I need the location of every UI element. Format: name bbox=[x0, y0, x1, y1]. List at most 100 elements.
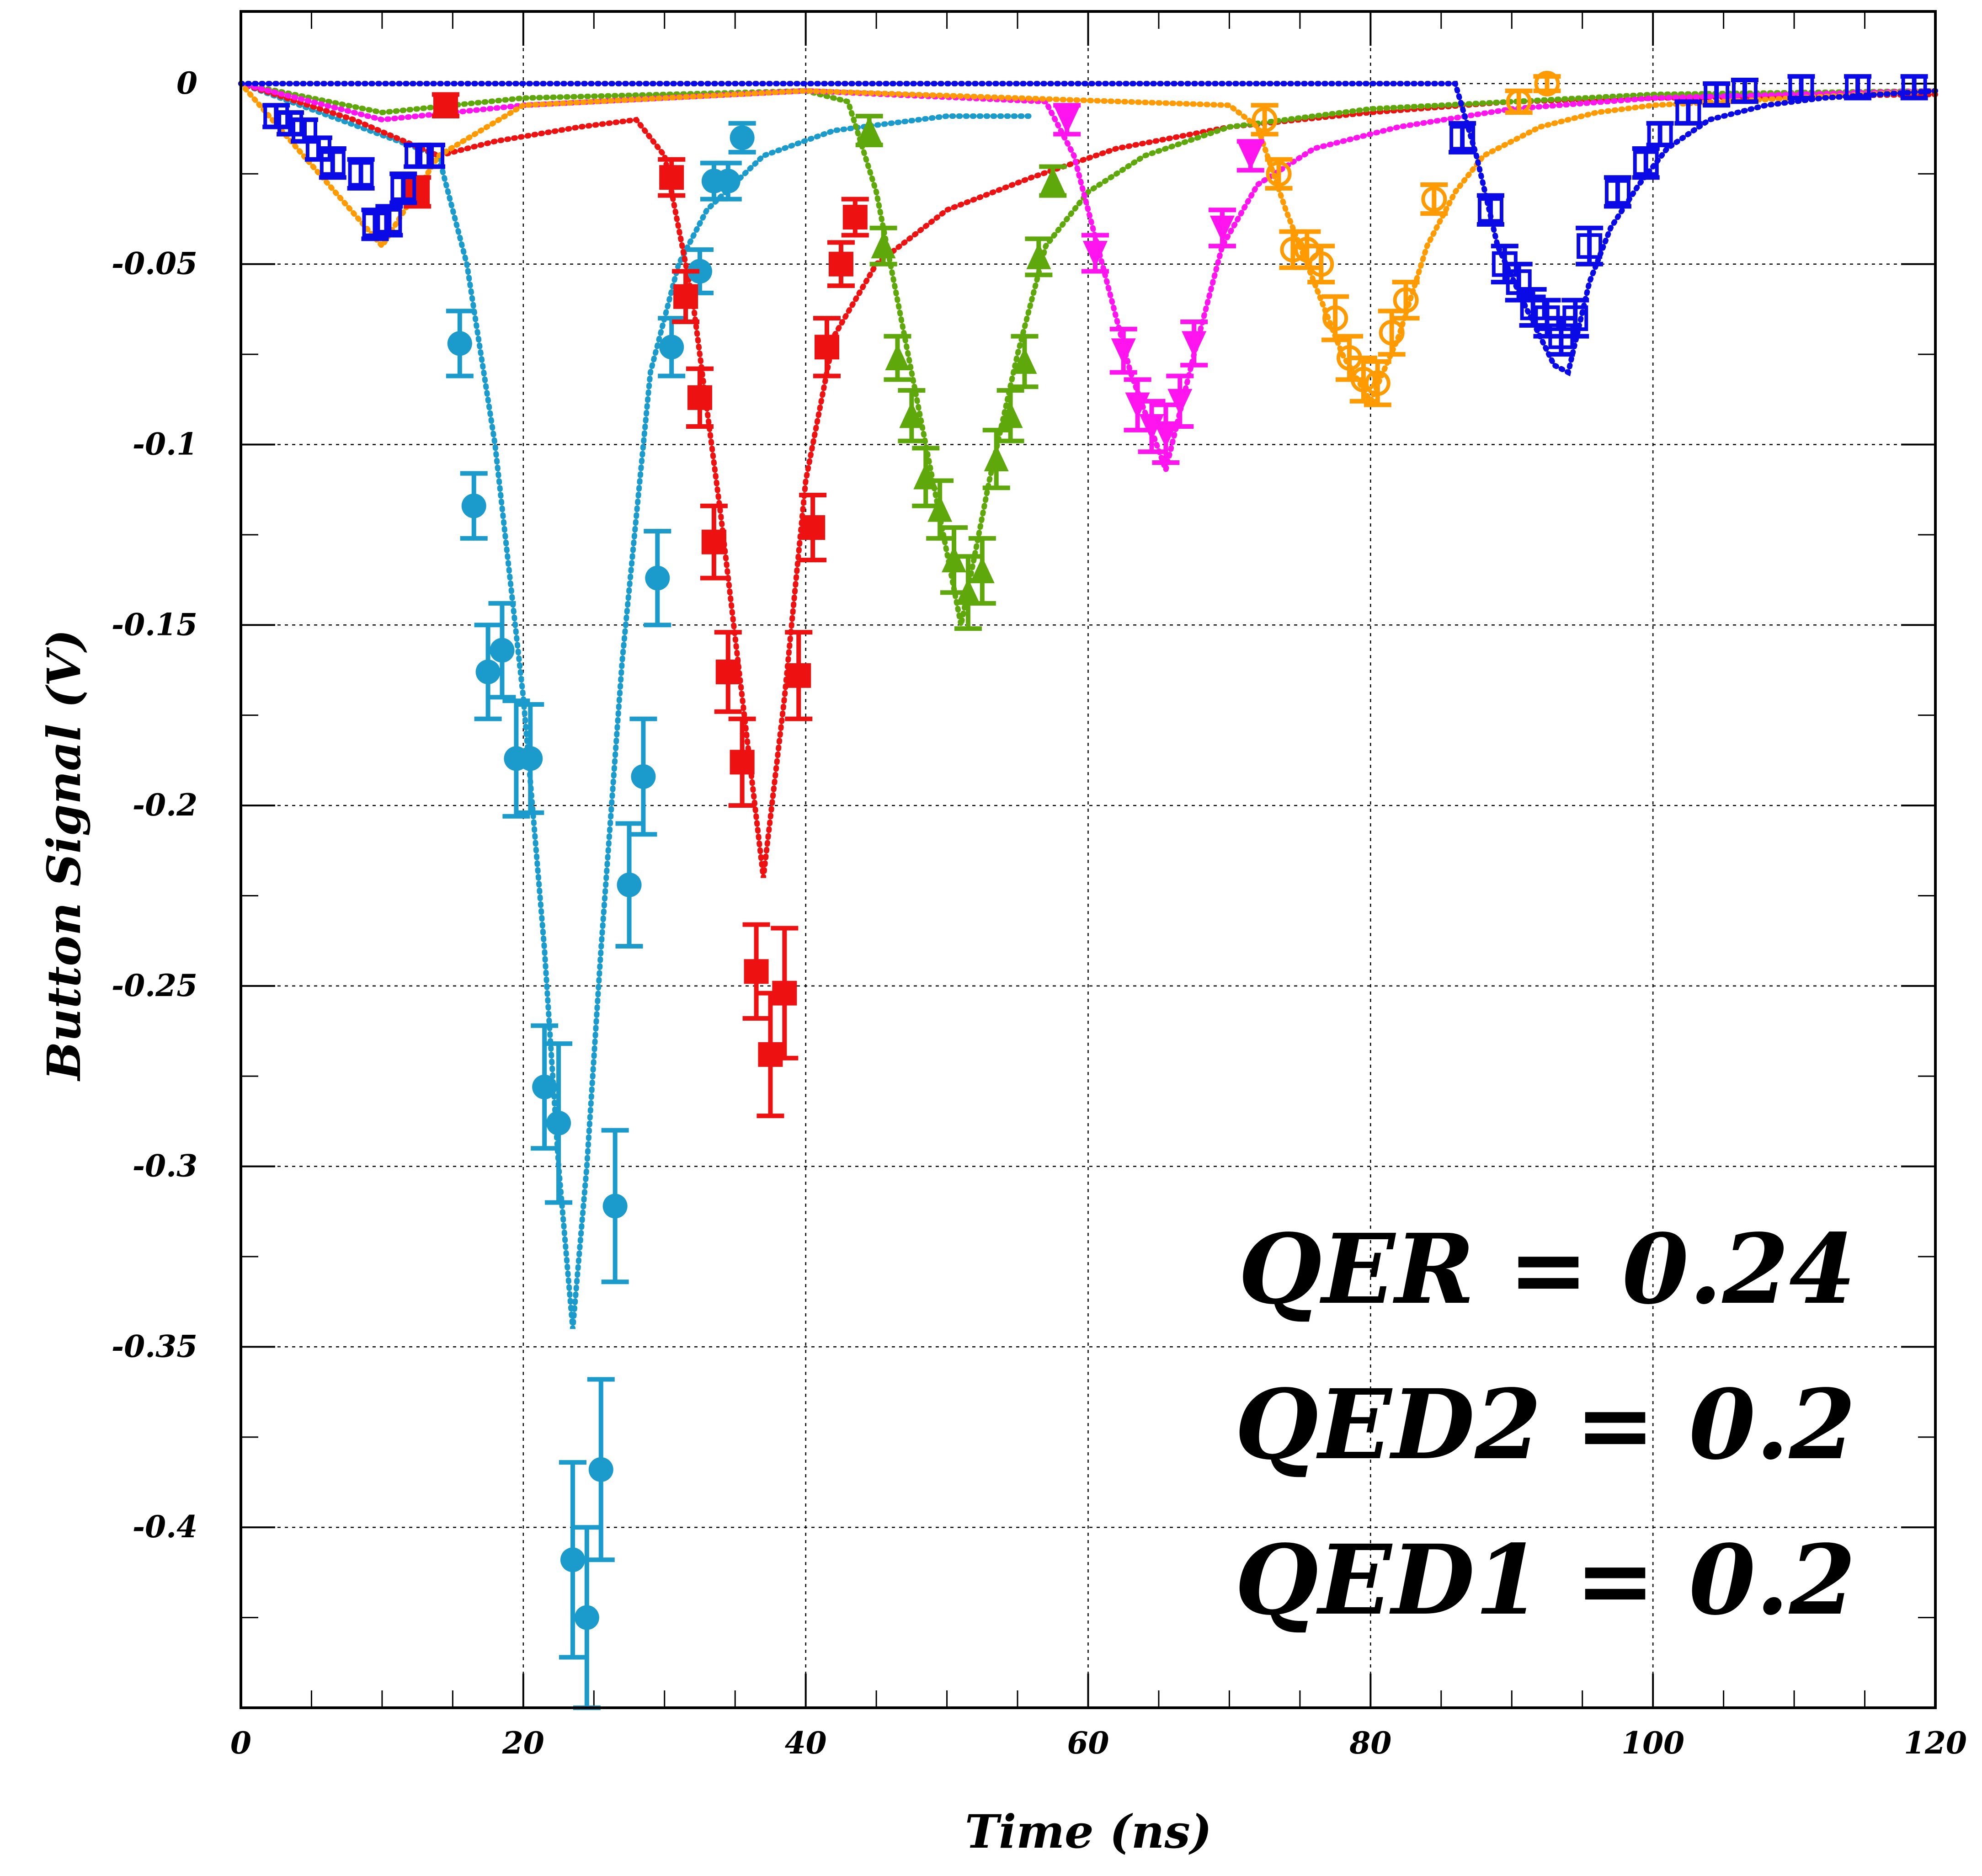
data-point bbox=[376, 208, 402, 234]
data-point bbox=[1506, 89, 1532, 115]
data-point bbox=[1393, 287, 1419, 313]
data-point bbox=[602, 1194, 628, 1219]
grid bbox=[241, 11, 1935, 1708]
data-point bbox=[815, 335, 840, 360]
data-point bbox=[1209, 215, 1235, 242]
y-tick-label: -0.4 bbox=[133, 1509, 197, 1545]
data-point bbox=[927, 495, 953, 522]
data-point bbox=[1562, 305, 1588, 331]
data-point bbox=[955, 578, 980, 605]
data-point bbox=[1238, 143, 1263, 170]
y-tick-label: -0.1 bbox=[133, 426, 197, 462]
x-tick-label: 20 bbox=[502, 1725, 544, 1761]
data-point bbox=[419, 143, 445, 169]
data-point bbox=[645, 565, 670, 591]
data-point bbox=[842, 205, 868, 230]
data-point bbox=[687, 259, 712, 284]
y-tick-label: -0.2 bbox=[133, 787, 197, 823]
data-point bbox=[772, 981, 797, 1006]
fit-curve-5 bbox=[238, 80, 1938, 407]
data-point bbox=[786, 663, 811, 688]
data-point bbox=[984, 445, 1009, 472]
x-tick-label: 100 bbox=[1621, 1725, 1684, 1761]
y-tick-label: -0.25 bbox=[112, 968, 197, 1003]
data-point bbox=[1732, 78, 1758, 104]
data-point bbox=[1577, 233, 1603, 259]
data-point bbox=[1477, 197, 1503, 223]
data-point bbox=[1167, 389, 1193, 416]
data-point bbox=[715, 659, 741, 684]
x-tick-label: 80 bbox=[1349, 1725, 1391, 1761]
data-point bbox=[447, 331, 472, 356]
data-point bbox=[1379, 320, 1405, 346]
data-point bbox=[320, 150, 346, 176]
plot-frame bbox=[240, 10, 1937, 1709]
data-point bbox=[292, 117, 318, 144]
data-point bbox=[1534, 70, 1560, 96]
data-point bbox=[390, 175, 416, 201]
x-tick-label: 120 bbox=[1904, 1725, 1967, 1761]
data-point bbox=[800, 515, 826, 540]
data-point bbox=[942, 546, 967, 573]
data-point bbox=[1055, 107, 1080, 134]
series-2 bbox=[404, 92, 869, 1119]
data-point bbox=[1364, 370, 1391, 396]
data-point bbox=[1633, 150, 1659, 176]
y-tick-label: -0.15 bbox=[112, 607, 197, 642]
data-point bbox=[730, 750, 755, 775]
data-point bbox=[1294, 237, 1320, 263]
data-point bbox=[405, 143, 431, 169]
data-point bbox=[574, 1605, 599, 1630]
data-point bbox=[1901, 74, 1927, 100]
data-point bbox=[1704, 81, 1730, 107]
data-point bbox=[885, 343, 910, 370]
data-point bbox=[1111, 338, 1136, 365]
data-point bbox=[588, 1457, 613, 1482]
data-point bbox=[1308, 251, 1334, 277]
data-point bbox=[730, 125, 755, 150]
data-point bbox=[1604, 179, 1630, 205]
data-point bbox=[1280, 237, 1306, 263]
data-point bbox=[433, 93, 458, 118]
series-6 bbox=[262, 74, 1928, 357]
data-point bbox=[1647, 121, 1673, 147]
data-point bbox=[1012, 347, 1037, 374]
data-point bbox=[362, 211, 388, 237]
y-axis-title: Button Signal (V) bbox=[37, 629, 91, 1082]
data-point bbox=[1082, 241, 1108, 268]
data-point bbox=[1449, 125, 1476, 151]
x-axis-title: Time (ns) bbox=[965, 1805, 1212, 1859]
data-point bbox=[899, 401, 924, 428]
data-point bbox=[1788, 74, 1814, 100]
x-tick-label: 0 bbox=[230, 1725, 251, 1761]
data-point bbox=[857, 116, 882, 143]
data-point bbox=[1252, 107, 1278, 133]
annotation-qed2: QED2 = 0.2 bbox=[1235, 1368, 1856, 1481]
data-point bbox=[532, 1074, 557, 1099]
fit-curves bbox=[238, 80, 1938, 1329]
y-tick-label: -0.3 bbox=[133, 1148, 197, 1184]
data-point bbox=[715, 169, 741, 194]
data-point bbox=[560, 1547, 585, 1572]
data-point bbox=[828, 251, 853, 277]
series-5 bbox=[1251, 70, 1561, 407]
data-point bbox=[475, 659, 501, 684]
data-points bbox=[262, 70, 1928, 1710]
data-point bbox=[1350, 367, 1376, 393]
fit-curve-1 bbox=[238, 80, 1034, 1329]
data-point bbox=[758, 1042, 783, 1067]
data-point bbox=[1322, 305, 1348, 331]
y-tick-label: -0.05 bbox=[112, 246, 197, 282]
tick-labels: 0 20 40 60 80 100 120 0 -0.05 -0.1 -0.15 -0.2 -0.25 -… bbox=[112, 65, 1967, 1761]
data-point bbox=[490, 638, 515, 663]
data-point bbox=[1040, 167, 1066, 194]
data-point bbox=[1182, 331, 1207, 358]
annotation-qer: QER = 0.24 bbox=[1238, 1213, 1856, 1326]
x-tick-label: 60 bbox=[1067, 1725, 1109, 1761]
data-point bbox=[659, 335, 684, 360]
data-point bbox=[461, 493, 486, 518]
data-point bbox=[673, 284, 698, 309]
data-point bbox=[1421, 186, 1447, 212]
data-point bbox=[348, 161, 374, 187]
